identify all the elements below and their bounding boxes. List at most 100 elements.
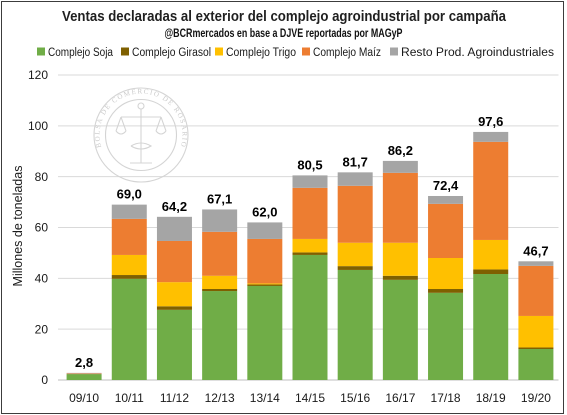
legend-label-resto: Resto Prod. Agroindustriales [401, 47, 554, 59]
bar-segment-complejo-soja [202, 291, 238, 380]
bar-segment-complejo-girasol [428, 289, 464, 293]
bar-segment-complejo-soja [337, 269, 373, 380]
bar-segment-complejo-maiz [111, 218, 147, 255]
data-label: 62,0 [252, 204, 277, 219]
seal-outer-ring [93, 87, 189, 183]
bar-stack [428, 195, 464, 380]
bar-stack [382, 160, 418, 380]
data-label: 97,6 [478, 114, 503, 129]
bar-segment-complejo-maiz [473, 141, 509, 240]
legend-label-girasol: Complejo Girasol [132, 47, 211, 59]
x-tick-label: 09/10 [69, 391, 99, 405]
legend-swatch-resto [390, 47, 398, 56]
bar-segment-complejo-girasol [292, 252, 328, 255]
data-label: 80,5 [297, 157, 322, 172]
bar-segment-resto-prod-agroindustriales [428, 195, 464, 204]
bar-stack [66, 372, 102, 380]
bar-segment-complejo-maiz [202, 231, 238, 276]
x-tick-labels: 09/10 10/11 11/12 12/13 13/14 14/15 15/16 16/17… [69, 391, 551, 405]
bar-segment-complejo-maiz [518, 265, 554, 316]
bar-segment-resto-prod-agroindustriales [66, 372, 102, 374]
bar-segment-complejo-girasol [473, 269, 509, 275]
bar-stack [518, 261, 554, 380]
bar-segment-complejo-trigo [382, 242, 418, 276]
bar-segment-complejo-girasol [247, 284, 283, 286]
bar-stack [247, 222, 283, 380]
bar-segment-complejo-soja [247, 285, 283, 380]
bar-segment-complejo-maiz [66, 373, 102, 374]
bar-segment-complejo-soja [382, 279, 418, 380]
y-tick-label: 60 [35, 221, 49, 235]
legend-item-maiz: Complejo Maíz [302, 47, 381, 59]
legend-swatch-trigo [215, 47, 223, 56]
seal-emblem-right-pan [155, 116, 167, 135]
bar-segment-complejo-trigo [202, 275, 238, 290]
data-labels: 2,8 69,0 64,2 67,1 62,0 80,5 81,7 86,2 72,4 97,6 4… [75, 114, 549, 370]
seal-inner-ring [104, 98, 178, 172]
bar-segment-complejo-trigo [473, 239, 509, 270]
bar-segment-resto-prod-agroindustriales [518, 261, 554, 266]
y-tick-label: 0 [41, 373, 48, 387]
y-tick-label: 40 [35, 272, 49, 286]
bar-stack [473, 131, 509, 380]
seal-emblem-left-pan [115, 116, 127, 135]
bar-segment-complejo-soja [156, 309, 192, 380]
bar-segment-complejo-trigo [156, 282, 192, 307]
bar-segment-complejo-maiz [337, 185, 373, 243]
bar-segment-resto-prod-agroindustriales [247, 222, 283, 239]
y-axis-label: Millones de toneladas [11, 166, 25, 287]
bar-segment-complejo-soja [66, 374, 102, 380]
legend-label-trigo: Complejo Trigo [226, 47, 296, 59]
bar-segment-complejo-girasol [382, 275, 418, 280]
bar-segment-resto-prod-agroindustriales [473, 131, 509, 142]
bar-segment-complejo-soja [518, 348, 554, 380]
x-tick-label: 15/16 [340, 391, 370, 405]
y-tick-label: 80 [35, 170, 49, 184]
x-tick-label: 13/14 [250, 391, 280, 405]
bar-segment-resto-prod-agroindustriales [111, 204, 147, 219]
x-tick-label: 11/12 [160, 391, 189, 405]
x-tick-label: 10/11 [115, 391, 144, 405]
bar-stack [202, 209, 238, 380]
bar-segment-complejo-trigo [518, 315, 554, 348]
x-tick-label: 18/19 [476, 391, 506, 405]
x-tick-label: 12/13 [205, 391, 235, 405]
data-label: 64,2 [162, 199, 187, 214]
seal-emblem-ribbon [130, 142, 153, 150]
bar-segment-complejo-girasol [111, 275, 147, 279]
legend-swatch-soja [37, 47, 45, 56]
x-tick-label: 16/17 [385, 391, 415, 405]
x-tick-label: 19/20 [521, 391, 551, 405]
bar-segment-complejo-soja [292, 254, 328, 380]
legend: Complejo Soja Complejo Girasol Complejo … [37, 47, 554, 59]
chart-title: Ventas declaradas al exterior del comple… [62, 8, 507, 25]
x-tick-label: 14/15 [295, 391, 325, 405]
legend-label-maiz: Complejo Maíz [313, 47, 381, 59]
data-label: 46,7 [523, 243, 548, 258]
bar-segment-complejo-trigo [247, 283, 283, 285]
bar-segment-complejo-maiz [428, 203, 464, 258]
bar-segment-complejo-maiz [156, 240, 192, 283]
bar-segment-complejo-soja [428, 292, 464, 380]
bar-segment-resto-prod-agroindustriales [337, 172, 373, 186]
legend-swatch-girasol [121, 47, 129, 56]
bar-segment-complejo-girasol [202, 289, 238, 292]
legend-item-resto: Resto Prod. Agroindustriales [390, 47, 554, 59]
bar-segment-complejo-girasol [337, 266, 373, 270]
data-label: 69,0 [117, 187, 142, 202]
bar-stack [337, 172, 373, 380]
bar-segment-complejo-girasol [156, 306, 192, 310]
legend-swatch-maiz [302, 47, 310, 56]
bar-segment-complejo-maiz [382, 172, 418, 243]
bar-stack [292, 175, 328, 380]
y-tick-label: 20 [35, 322, 49, 336]
bars [66, 131, 554, 380]
bar-segment-complejo-trigo [292, 238, 328, 253]
bar-segment-complejo-trigo [428, 258, 464, 290]
bar-stack [111, 204, 147, 380]
chart-subtitle: @BCRmercados en base a DJVE reportadas p… [165, 28, 403, 40]
x-tick-label: 17/18 [431, 391, 461, 405]
y-tick-labels: 0 20 40 60 80 100 120 [28, 68, 48, 387]
